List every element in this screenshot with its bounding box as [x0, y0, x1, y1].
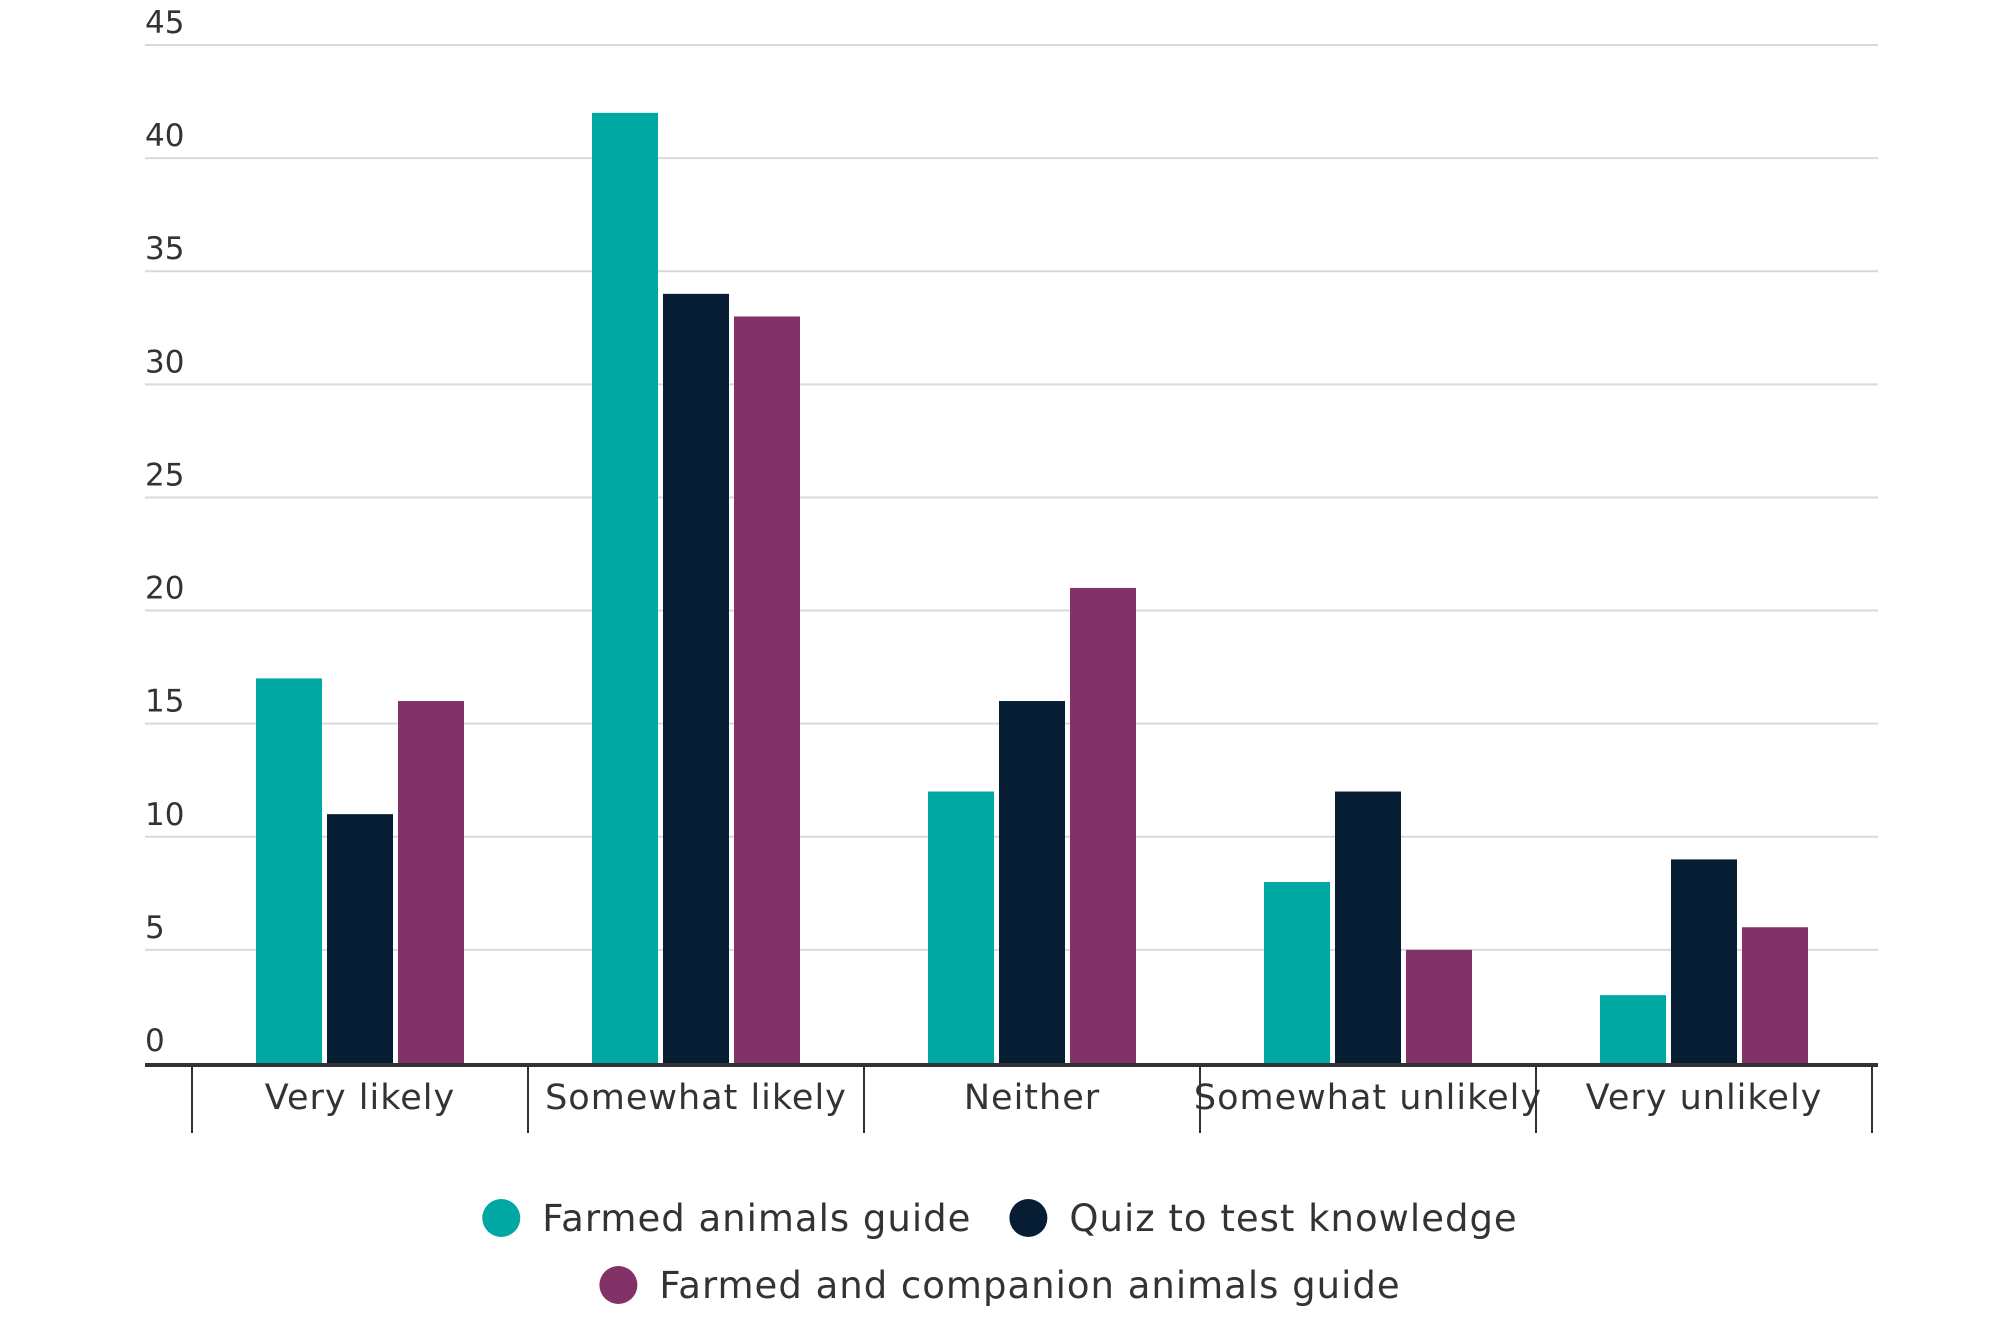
legend: Farmed animals guide Quiz to test knowled… [482, 1197, 1517, 1307]
bar-3-2 [734, 316, 800, 1063]
x-tick-label-1: Very likely [265, 1078, 455, 1118]
bar-3-3 [1070, 587, 1136, 1063]
bar-1-5 [1600, 995, 1666, 1063]
bar-2-1 [327, 814, 393, 1063]
bar-1-3 [928, 791, 994, 1063]
y-tick-label-5: 5 [145, 910, 165, 946]
y-axis-tick-labels: 0 5 10 15 20 25 30 35 40 45 [145, 5, 184, 1059]
legend-marker-1 [482, 1199, 521, 1237]
y-tick-label-30: 30 [145, 344, 184, 380]
legend-label-1: Farmed animals guide [542, 1197, 971, 1240]
y-tick-label-15: 15 [145, 684, 184, 720]
x-tick-label-4: Somewhat unlikely [1194, 1078, 1542, 1118]
bar-1-1 [256, 678, 322, 1063]
y-tick-label-25: 25 [145, 457, 184, 493]
bar-2-5 [1671, 859, 1737, 1063]
bar-2-4 [1335, 791, 1401, 1063]
x-tick-label-2: Somewhat likely [545, 1078, 847, 1118]
bar-3-1 [398, 701, 464, 1063]
bars [256, 112, 1808, 1063]
bar-2-2 [663, 293, 729, 1063]
legend-marker-2 [1009, 1199, 1048, 1237]
legend-label-2: Quiz to test knowledge [1069, 1197, 1517, 1240]
y-tick-label-0: 0 [145, 1023, 165, 1059]
bar-2-3 [999, 701, 1065, 1063]
legend-marker-3 [599, 1266, 638, 1304]
x-tick-label-5: Very unlikely [1586, 1078, 1823, 1118]
y-tick-label-35: 35 [145, 231, 184, 267]
bar-3-4 [1406, 949, 1472, 1063]
x-tick-label-3: Neither [964, 1078, 1100, 1118]
y-tick-label-20: 20 [145, 571, 184, 607]
y-tick-label-10: 10 [145, 797, 184, 833]
bar-1-4 [1264, 882, 1330, 1063]
y-tick-label-40: 40 [145, 118, 184, 154]
x-axis [145, 1063, 1878, 1133]
x-axis-tick-labels: Very likely Somewhat likely Neither Somewha… [265, 1078, 1823, 1118]
y-tick-label-45: 45 [145, 5, 184, 41]
bar-3-5 [1742, 927, 1808, 1063]
bar-1-2 [592, 112, 658, 1063]
legend-label-3: Farmed and companion animals guide [659, 1264, 1400, 1307]
